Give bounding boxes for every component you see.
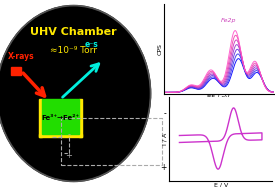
Circle shape bbox=[0, 6, 150, 181]
Y-axis label: CPS: CPS bbox=[157, 43, 162, 55]
Bar bbox=[42, 99, 79, 134]
Text: -: - bbox=[67, 130, 70, 139]
Text: +: + bbox=[65, 151, 72, 160]
Text: +: + bbox=[160, 163, 167, 171]
Text: Fe³⁺→Fe²⁺: Fe³⁺→Fe²⁺ bbox=[42, 115, 79, 121]
Bar bbox=[39, 99, 42, 137]
Bar bbox=[79, 99, 82, 137]
Bar bbox=[39, 134, 82, 137]
Text: X-rays: X-rays bbox=[8, 52, 35, 61]
Bar bbox=[12, 67, 21, 75]
Bar bbox=[60, 118, 162, 165]
Text: ≈10⁻⁹ Torr: ≈10⁻⁹ Torr bbox=[50, 46, 97, 55]
Text: UHV Chamber: UHV Chamber bbox=[30, 27, 117, 37]
X-axis label: E / V: E / V bbox=[214, 183, 228, 187]
Text: -: - bbox=[164, 109, 167, 118]
Text: Fe2p: Fe2p bbox=[221, 18, 236, 23]
X-axis label: BE / eV: BE / eV bbox=[207, 95, 230, 100]
Text: e⁻s: e⁻s bbox=[85, 40, 98, 49]
Y-axis label: I / A: I / A bbox=[163, 133, 168, 145]
